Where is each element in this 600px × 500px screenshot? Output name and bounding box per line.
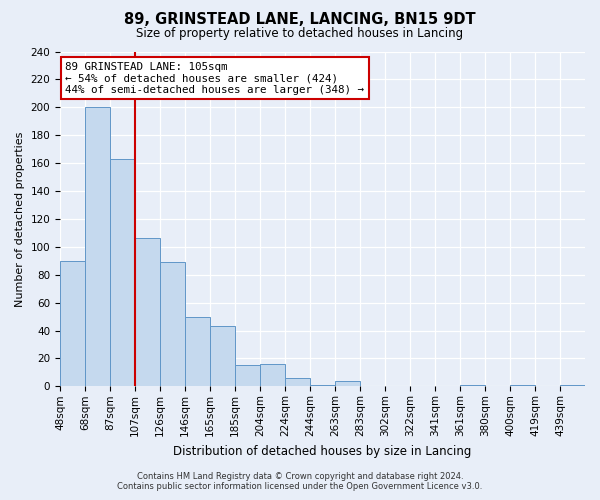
Bar [60,261,85,386]
Bar [260,364,285,386]
Text: 89 GRINSTEAD LANE: 105sqm
← 54% of detached houses are smaller (424)
44% of semi: 89 GRINSTEAD LANE: 105sqm ← 54% of detac… [65,62,364,94]
Bar [335,381,360,386]
Bar [560,385,585,386]
Y-axis label: Number of detached properties: Number of detached properties [15,132,25,306]
Bar [135,238,160,386]
Bar [285,378,310,386]
Text: 89, GRINSTEAD LANE, LANCING, BN15 9DT: 89, GRINSTEAD LANE, LANCING, BN15 9DT [124,12,476,28]
Bar [460,385,485,386]
Bar [160,262,185,386]
Bar [510,385,535,386]
Text: Size of property relative to detached houses in Lancing: Size of property relative to detached ho… [136,28,464,40]
Bar [85,108,110,386]
Bar [210,326,235,386]
X-axis label: Distribution of detached houses by size in Lancing: Distribution of detached houses by size … [173,444,472,458]
Text: Contains HM Land Registry data © Crown copyright and database right 2024.
Contai: Contains HM Land Registry data © Crown c… [118,472,482,491]
Bar [185,316,210,386]
Bar [110,159,135,386]
Bar [235,366,260,386]
Bar [310,385,335,386]
